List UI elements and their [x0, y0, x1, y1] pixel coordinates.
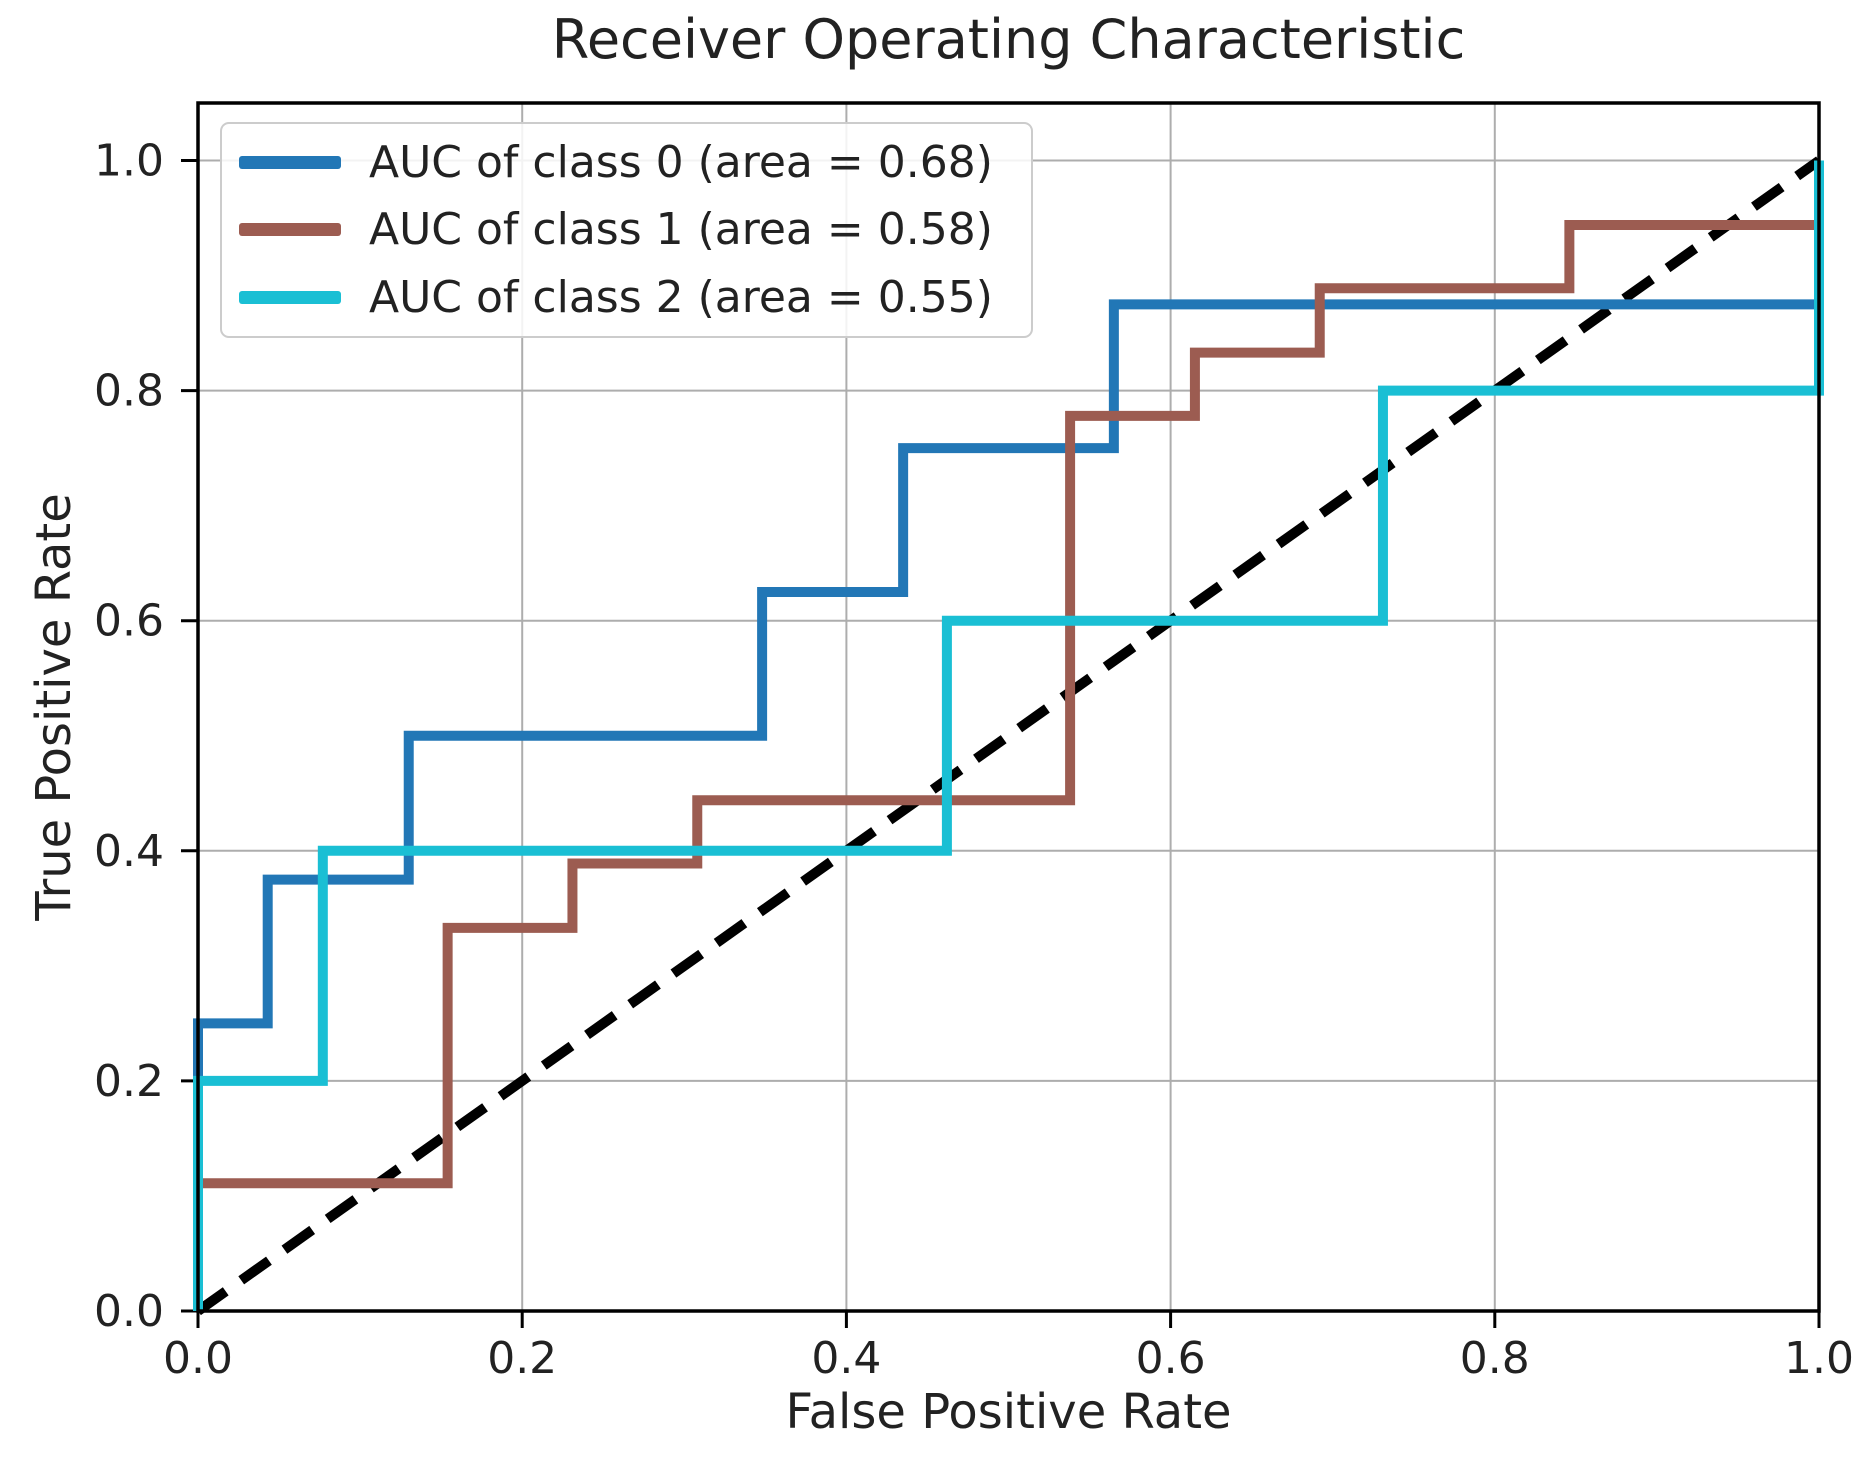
x-axis-label: False Positive Rate: [785, 1384, 1232, 1440]
legend-entry-class-0: AUC of class 0 (area = 0.68): [222, 130, 1031, 196]
plot-border: [196, 101, 1821, 1313]
legend-swatch-class-1: [239, 223, 341, 237]
y-tick-label-0.6: 0.6: [94, 596, 164, 647]
legend-label-class-1: AUC of class 1 (area = 0.58): [369, 204, 993, 256]
legend-label-class-0: AUC of class 0 (area = 0.68): [369, 137, 993, 189]
chance-diagonal: [195, 156, 1822, 1316]
legend-box: AUC of class 0 (area = 0.68) AUC of class…: [220, 122, 1033, 338]
legend-entry-class-2: AUC of class 2 (area = 0.55): [222, 264, 1031, 330]
legend-label-class-2: AUC of class 2 (area = 0.55): [369, 271, 993, 323]
roc-curve-class-0: [193, 160, 1824, 1311]
y-tick-label-0.0: 0.0: [94, 1286, 164, 1337]
x-tick-label-0.2: 0.2: [487, 1333, 557, 1384]
x-tick-label-0.8: 0.8: [1460, 1333, 1530, 1384]
y-tick-label-0.2: 0.2: [94, 1056, 164, 1107]
y-tick-label-0.4: 0.4: [94, 826, 164, 877]
x-tick-label-0.6: 0.6: [1136, 1333, 1206, 1384]
x-tick-label-0.4: 0.4: [811, 1333, 881, 1384]
legend-swatch-class-2: [239, 290, 341, 304]
y-tick-label-1.0: 1.0: [94, 136, 164, 187]
y-tick-label-0.8: 0.8: [94, 366, 164, 417]
chart-title: Receiver Operating Characteristic: [551, 8, 1466, 71]
y-axis-label: True Positive Rate: [26, 493, 82, 921]
roc-curve-class-1: [193, 160, 1824, 1311]
x-tick-label-1.0: 1.0: [1784, 1333, 1854, 1384]
legend-entry-class-1: AUC of class 1 (area = 0.58): [222, 197, 1031, 263]
roc-curve-class-2: [193, 160, 1824, 1311]
x-tick-label-0.0: 0.0: [163, 1333, 233, 1384]
legend-swatch-class-0: [239, 156, 341, 170]
